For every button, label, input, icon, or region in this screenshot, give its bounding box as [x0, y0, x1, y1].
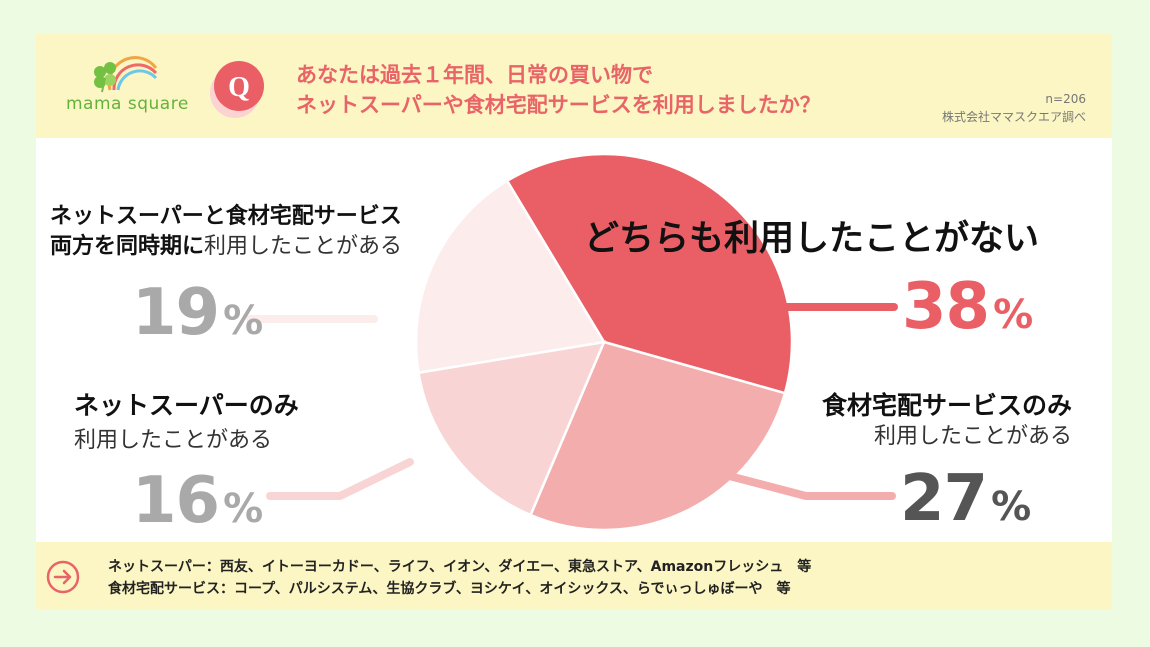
label-netsuper-only-sub: 利用したことがある [74, 428, 273, 453]
pie-chart [246, 152, 898, 532]
label-both-sub: 両方を同時期に利用したことがある [50, 228, 402, 260]
pct-neither: 38% [902, 270, 1033, 344]
pct-both-value: 19 [132, 276, 220, 350]
pct-neither-unit: % [993, 292, 1034, 338]
pct-both: 19% [132, 276, 263, 350]
footer-band: ネットスーパー：西友、イトーヨーカドー、ライフ、イオン、ダイエー、東急ストア、A… [36, 542, 1112, 609]
label-netsuper-only: ネットスーパーのみ [74, 391, 299, 420]
leader-line-delivery-only [710, 468, 896, 500]
clover-rainbow-logo-icon [94, 56, 158, 93]
pct-netsuper-only: 16% [132, 464, 263, 538]
pct-netsuper-only-unit: % [223, 486, 264, 532]
pie-slice-neither [505, 152, 794, 395]
arrow-right-circle-icon [46, 560, 80, 594]
pct-delivery-only-unit: % [991, 484, 1032, 530]
pct-neither-value: 38 [902, 270, 990, 344]
leader-line-netsuper-only [266, 458, 414, 500]
label-delivery-only-sub: 利用したことがある [873, 424, 1072, 449]
pct-delivery-only-value: 27 [900, 462, 988, 536]
pie-slice-delivery-only [528, 340, 787, 532]
pct-both-unit: % [223, 298, 264, 344]
label-both: ネットスーパーと食材宅配サービス [50, 204, 402, 229]
label-neither: どちらも利用したことがない [584, 219, 1040, 259]
label-both-rest: 利用したことがある [204, 234, 403, 259]
logo-text: mama square [66, 94, 189, 114]
header-band: mama square Q あなたは過去１年間、日常の買い物で ネットスーパーや… [36, 34, 1112, 138]
pie-slice-both [414, 179, 607, 375]
question-line-1: あなたは過去１年間、日常の買い物で [296, 63, 653, 87]
footer-delivery-examples: 食材宅配サービス：コープ、パルシステム、生協クラブ、ヨシケイ、オイシックス、らで… [108, 581, 791, 597]
label-both-emphasis: 両方を同時期に [50, 234, 205, 259]
pie-slice-netsuper-only [417, 340, 607, 517]
footer-netsuper-examples: ネットスーパー：西友、イトーヨーカドー、ライフ、イオン、ダイエー、東急ストア、A… [108, 559, 812, 575]
pct-netsuper-only-value: 16 [132, 464, 220, 538]
infographic-card: mama square Q あなたは過去１年間、日常の買い物で ネットスーパーや… [36, 34, 1112, 609]
survey-source: 株式会社ママスクエア調べ [941, 110, 1086, 124]
sample-size: n=206 [1045, 92, 1086, 106]
pct-delivery-only: 27% [900, 462, 1031, 536]
badge-letter: Q [228, 72, 250, 103]
question-title: あなたは過去１年間、日常の買い物で ネットスーパーや食材宅配サービスを利用しまし… [296, 60, 821, 120]
question-badge-icon: Q [210, 61, 264, 118]
label-delivery-only: 食材宅配サービスのみ [821, 391, 1072, 420]
question-line-2: ネットスーパーや食材宅配サービスを利用しましたか？ [296, 93, 821, 117]
